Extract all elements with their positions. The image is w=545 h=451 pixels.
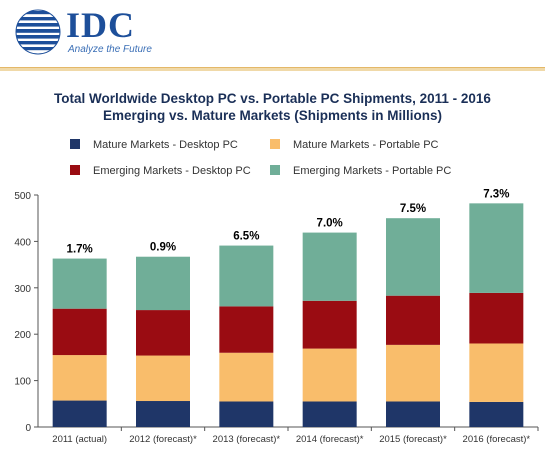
logo-text: IDC [66, 5, 136, 45]
growth-label: 7.5% [400, 203, 426, 215]
bar-segment [219, 306, 274, 353]
growth-label: 7.3% [483, 188, 509, 200]
x-tick-label: 2011 (actual) [52, 434, 107, 445]
bar-segment [302, 348, 357, 402]
x-tick-label: 2012 (forecast)* [129, 434, 197, 445]
legend-label: Mature Markets - Desktop PC [93, 139, 238, 151]
bar-segment [386, 295, 440, 345]
bar-segment [469, 292, 524, 344]
globe-logo-icon [15, 9, 61, 55]
bar-segment [219, 245, 274, 307]
bar-segment [52, 308, 107, 356]
bar-segment [469, 203, 524, 293]
growth-label: 0.9% [150, 242, 176, 254]
stacked-bar-chart: 0 100 200 300 400 500 1.7% 2011 (actual) 0.9% 201… [14, 188, 539, 445]
chart-legend: Mature Markets - Desktop PC Mature Marke… [70, 138, 530, 182]
bar-segment [219, 352, 274, 402]
chart-title-line-1: Total Worldwide Desktop PC vs. Portable … [54, 91, 491, 106]
bar-segment [302, 300, 357, 349]
y-tick-label: 500 [14, 191, 31, 202]
y-tick-label: 400 [14, 237, 31, 248]
x-tick-label: 2013 (forecast)* [213, 434, 281, 445]
legend-item-emerging-desktop: Emerging Markets - Desktop PC [70, 164, 251, 178]
x-tick-label: 2014 (forecast)* [296, 434, 364, 445]
bar-segment [136, 401, 190, 427]
x-tick-label: 2015 (forecast)* [379, 434, 447, 445]
growth-label: 6.5% [233, 231, 259, 243]
y-tick-label: 100 [14, 377, 31, 388]
bar-segment [52, 400, 107, 427]
x-tick-label: 2016 (forecast)* [463, 434, 531, 445]
legend-item-mature-portable: Mature Markets - Portable PC [270, 138, 439, 152]
growth-label: 7.0% [317, 218, 343, 230]
legend-item-mature-desktop: Mature Markets - Desktop PC [70, 138, 238, 152]
bar-segment [469, 401, 524, 427]
header: IDC Analyze the Future [0, 0, 545, 64]
chart-title-line-2: Emerging vs. Mature Markets (Shipments i… [102, 108, 443, 123]
legend-label: Emerging Markets - Desktop PC [93, 165, 251, 177]
bar-segment [469, 343, 524, 402]
y-tick-label: 200 [14, 330, 31, 341]
y-tick-label: 300 [14, 284, 31, 295]
bar-segment [386, 218, 440, 296]
bar-segment [302, 232, 357, 301]
bar-segment [52, 355, 107, 401]
bar-segment [219, 401, 274, 427]
legend-swatch [270, 139, 280, 149]
y-tick-label: 0 [25, 423, 31, 434]
legend-label: Mature Markets - Portable PC [293, 139, 439, 151]
legend-item-emerging-portable: Emerging Markets - Portable PC [270, 164, 451, 178]
bar-segment [302, 401, 357, 427]
bar-segment [136, 256, 190, 311]
growth-label: 1.7% [67, 244, 93, 256]
bar-segment [386, 344, 440, 402]
chart-title: Total Worldwide Desktop PC vs. Portable … [0, 90, 545, 124]
legend-swatch [70, 165, 80, 175]
logo-tagline: Analyze the Future [68, 44, 152, 55]
legend-swatch [70, 139, 80, 149]
legend-swatch [270, 165, 280, 175]
header-divider [0, 67, 545, 71]
legend-label: Emerging Markets - Portable PC [293, 165, 452, 177]
bar-segment [136, 355, 190, 402]
bar-segment [136, 310, 190, 356]
bar-segment [52, 258, 107, 309]
bar-segment [386, 401, 440, 427]
